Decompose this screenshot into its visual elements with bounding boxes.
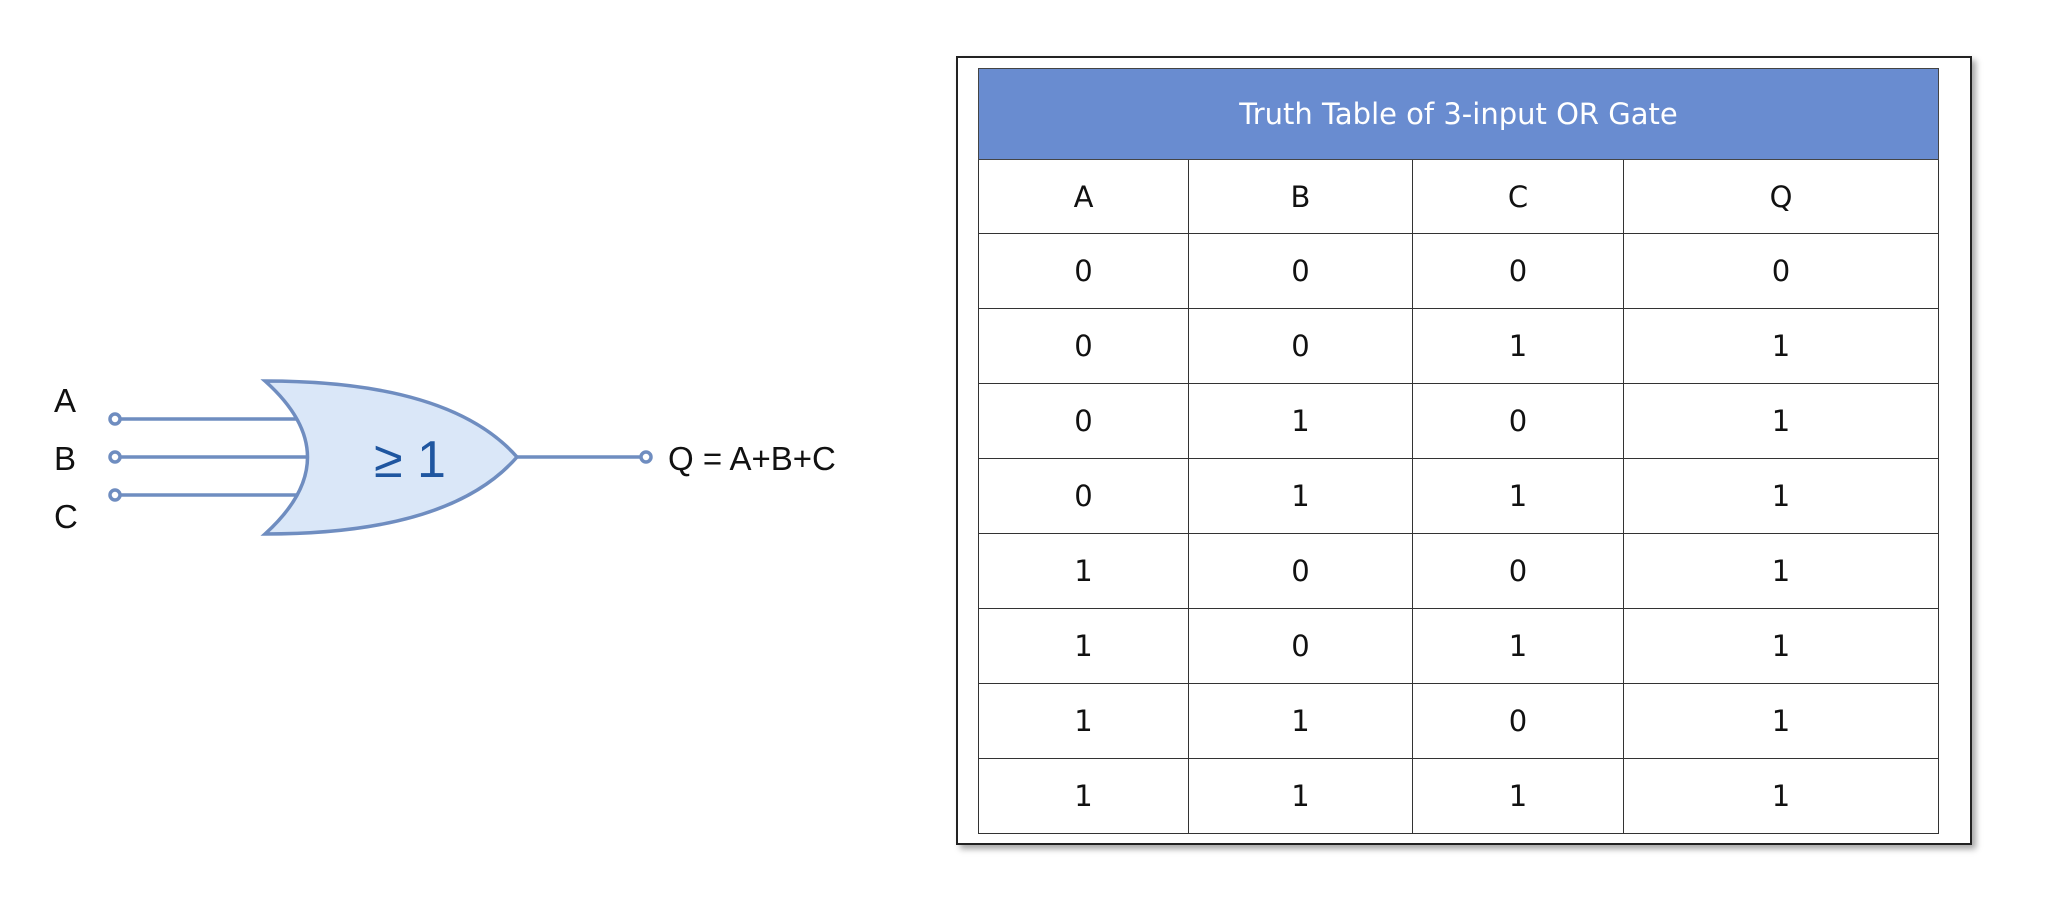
table-cell: 0 (978, 233, 1189, 309)
table-cell: 1 (978, 533, 1189, 609)
table-cell: 1 (978, 758, 1189, 834)
input-c-label: C (54, 498, 78, 535)
or-gate-body (260, 379, 520, 536)
table-cell: 0 (978, 383, 1189, 459)
table-header-row: A B C Q (978, 159, 1939, 234)
input-a-label: A (54, 382, 76, 419)
table-title: Truth Table of 3-input OR Gate (978, 68, 1939, 160)
input-c-terminal (108, 488, 122, 502)
table-cell: 1 (1623, 533, 1939, 609)
output-label: Q = A+B+C (668, 440, 836, 477)
table-cell: 1 (1188, 383, 1413, 459)
table-cell: 0 (1412, 533, 1624, 609)
table-cell: 0 (978, 308, 1189, 384)
table-cell: 1 (1188, 458, 1413, 534)
table-cell: 1 (1623, 458, 1939, 534)
table-cell: 1 (1412, 758, 1624, 834)
table-cell: 0 (1412, 683, 1624, 759)
table-cell: 1 (1623, 308, 1939, 384)
table-cell: 0 (1188, 608, 1413, 684)
table-cell: 0 (978, 458, 1189, 534)
table-cell: 1 (1412, 608, 1624, 684)
output-terminal (639, 450, 653, 464)
truth-table: Truth Table of 3-input OR Gate A B C Q 0… (978, 68, 1939, 834)
column-header: Q (1623, 159, 1939, 234)
table-cell: 1 (1188, 683, 1413, 759)
gate-symbol: ≥ 1 (374, 431, 446, 489)
column-header: A (978, 159, 1189, 234)
table-cell: 1 (1412, 308, 1624, 384)
table-cell: 1 (978, 683, 1189, 759)
table-cell: 1 (1623, 608, 1939, 684)
column-header: B (1188, 159, 1413, 234)
table-cell: 1 (1623, 683, 1939, 759)
input-a-terminal (108, 412, 122, 426)
input-b-label: B (54, 440, 76, 477)
table-cell: 1 (1623, 383, 1939, 459)
column-header: C (1412, 159, 1624, 234)
table-cell: 1 (1188, 758, 1413, 834)
table-cell: 1 (978, 608, 1189, 684)
table-cell: 0 (1188, 533, 1413, 609)
table-cell: 0 (1188, 308, 1413, 384)
or-gate-diagram: ≥ 1 A B C Q = A+B+C (54, 379, 836, 536)
table-cell: 1 (1412, 458, 1624, 534)
table-cell: 0 (1412, 383, 1624, 459)
table-cell: 0 (1623, 233, 1939, 309)
table-cell: 0 (1188, 233, 1413, 309)
table-cell: 0 (1412, 233, 1624, 309)
input-b-terminal (108, 450, 122, 464)
table-cell: 1 (1623, 758, 1939, 834)
